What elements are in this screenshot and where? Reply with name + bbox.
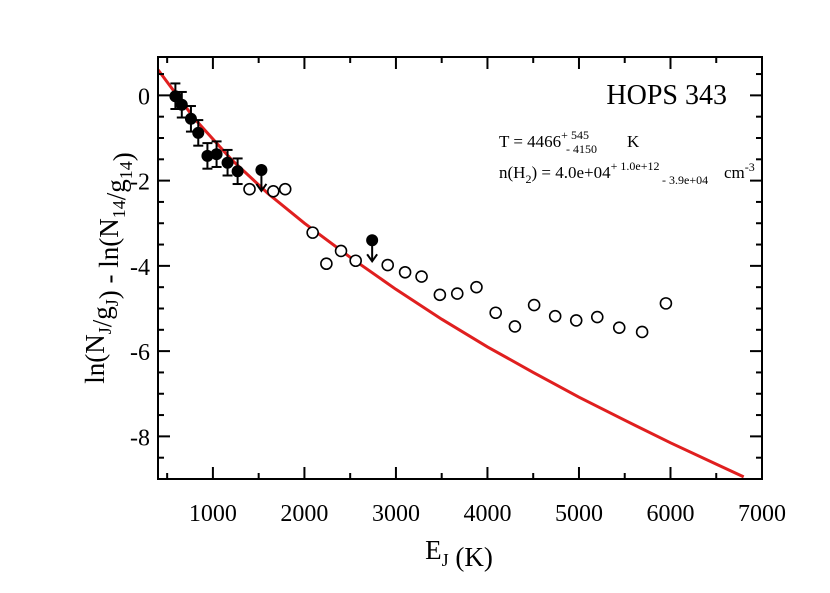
- data-point-filled: [192, 126, 205, 139]
- model-curve-layer: [158, 68, 745, 479]
- data-point-open: [635, 325, 649, 339]
- data-point-upper-limit: [366, 234, 379, 247]
- y-tick-label: -2: [130, 170, 150, 196]
- plot-frame: [157, 56, 763, 480]
- data-point-open: [398, 265, 412, 279]
- data-point-open: [381, 258, 395, 272]
- data-point-filled: [184, 112, 197, 125]
- upper-limit-arrow: [255, 183, 268, 193]
- upper-limit-arrow: [366, 253, 378, 264]
- data-point-open: [527, 298, 541, 312]
- x-tick-label: 2000: [280, 501, 328, 527]
- data-point-open: [267, 184, 280, 198]
- x-tick-label: 6000: [646, 501, 694, 527]
- y-tick-label: -8: [130, 425, 150, 451]
- data-point-open: [334, 244, 348, 258]
- data-point-open: [489, 306, 502, 320]
- data-point-open: [349, 254, 362, 268]
- x-tick-label: 4000: [463, 501, 511, 527]
- temperature-annotation: T = 4466+ 545- 4150 K: [499, 128, 640, 156]
- chart-title: HOPS 343: [606, 80, 727, 111]
- x-tick-label: 3000: [372, 501, 420, 527]
- data-point-open: [569, 314, 583, 327]
- x-tick-label: 5000: [555, 501, 603, 527]
- data-point-open: [278, 182, 292, 196]
- x-axis-label: EJ (K): [425, 535, 493, 572]
- data-point-open: [415, 270, 428, 283]
- data-point-open: [320, 257, 333, 271]
- data-point-filled: [210, 148, 223, 161]
- y-tick-label: 0: [138, 84, 150, 110]
- x-tick-label: 1000: [189, 501, 237, 527]
- data-point-filled: [231, 165, 244, 178]
- data-point-open: [470, 280, 483, 294]
- data-point-open: [548, 309, 562, 323]
- y-tick-label: -6: [130, 340, 150, 366]
- y-tick-label: -4: [130, 255, 150, 281]
- data-point-open: [659, 297, 673, 310]
- model-fit-curve: [158, 68, 745, 479]
- data-points-layer: [169, 82, 673, 339]
- data-point-filled: [169, 90, 182, 103]
- data-point-open: [450, 287, 464, 300]
- ticks-layer: 1000 2000 3000 4000 5000 6000 7000 0 -2 -4 -6 -8: [130, 57, 786, 527]
- data-point-open: [243, 182, 256, 196]
- x-tick-label: 7000: [738, 501, 786, 527]
- data-point-open: [433, 288, 447, 302]
- y-axis-label: ln(NJ/gJ) - ln(N14/g14): [80, 152, 138, 384]
- data-point-filled: [221, 156, 234, 169]
- data-point-open: [306, 226, 319, 239]
- data-point-open: [612, 321, 626, 334]
- data-point-open: [508, 320, 522, 333]
- density-annotation: n(H2) = 4.0e+04+ 1.0e+12- 3.9e+04 cm-3: [499, 159, 755, 187]
- data-point-filled: [201, 149, 214, 162]
- data-point-upper-limit: [255, 163, 268, 176]
- data-point-open: [590, 310, 604, 324]
- data-point-filled: [175, 98, 188, 111]
